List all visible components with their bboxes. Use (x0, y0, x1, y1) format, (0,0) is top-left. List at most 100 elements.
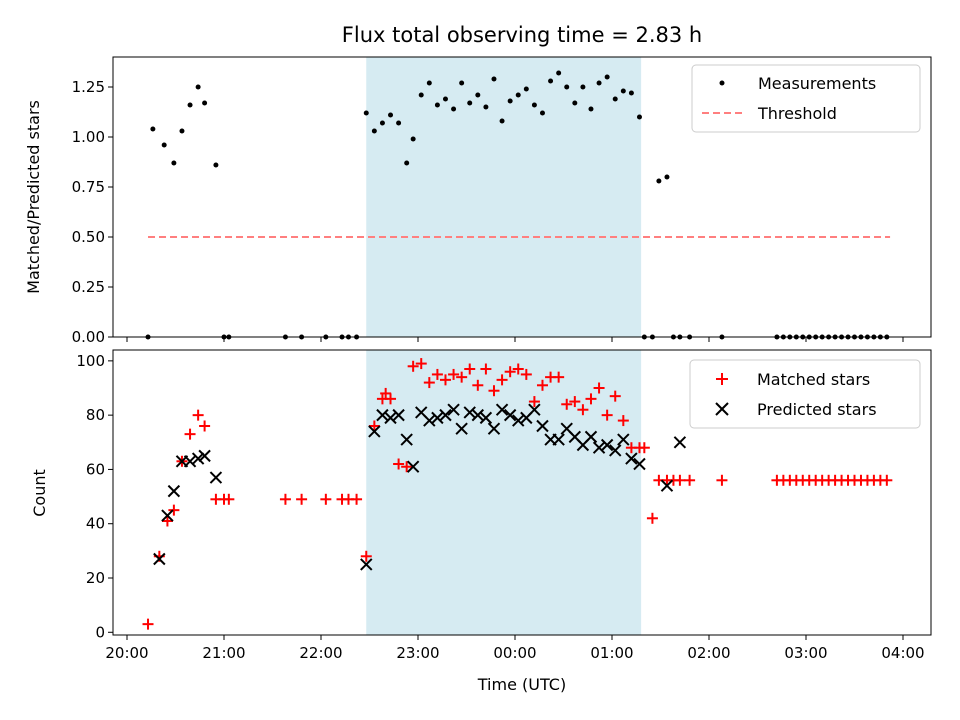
x-tick-label: 21:00 (202, 644, 245, 662)
measurement-point (604, 74, 610, 80)
legend-marker-matched (716, 373, 728, 385)
legend-marker-measurements (719, 80, 725, 86)
matched-point (593, 382, 605, 394)
predicted-point (209, 471, 223, 484)
measurement-point (434, 102, 440, 108)
legend-label-measurements: Measurements (758, 74, 876, 93)
measurement-point (548, 78, 554, 84)
measurement-point (467, 100, 473, 106)
matched-point (439, 374, 451, 386)
predicted-point (161, 509, 174, 522)
predicted-point (198, 449, 211, 463)
predicted-point (487, 422, 501, 435)
y-tick-label: 80 (86, 406, 105, 424)
x-tick-label: 23:00 (396, 644, 439, 662)
matched-point (184, 428, 196, 440)
axes-frame-top (112, 56, 932, 338)
matched-point (142, 618, 154, 630)
measurement-point (410, 136, 416, 142)
predicted-point (660, 479, 674, 492)
predicted-point (406, 460, 420, 473)
x-axis-label: Time (UTC) (477, 675, 566, 694)
predicted-point (536, 419, 549, 433)
matched-point (296, 493, 308, 505)
matched-point (480, 363, 492, 375)
measurement-point (491, 76, 497, 82)
matched-point (161, 515, 173, 527)
predicted-point (512, 414, 525, 427)
shaded-interval-top (366, 57, 642, 337)
measurement-point (363, 110, 369, 116)
y-tick-label: 40 (86, 515, 105, 533)
matched-point (646, 512, 658, 524)
predicted-point (360, 558, 373, 571)
x-tick-label: 01:00 (590, 644, 633, 662)
legend-label-threshold: Threshold (757, 104, 837, 123)
y-tick-label: 20 (86, 569, 105, 587)
x-tick-label: 22:00 (299, 644, 342, 662)
matched-point (684, 474, 696, 486)
predicted-point (376, 408, 389, 422)
predicted-point (609, 444, 622, 457)
predicted-point (625, 452, 638, 465)
measurement-point (556, 70, 562, 76)
matched-point (360, 550, 372, 562)
predicted-point (471, 408, 485, 422)
matched-point (456, 371, 468, 383)
y-tick-label: 0.75 (72, 178, 105, 196)
predicted-point (368, 425, 381, 438)
matched-point (617, 415, 629, 427)
measurement-point (636, 114, 642, 120)
y-axis-bottom: 0 20 40 60 80 100 (76, 352, 113, 641)
predicted-point (503, 408, 517, 422)
legend-marker-predicted (715, 402, 729, 416)
chart-title: Flux total observing time = 2.83 h (342, 23, 702, 47)
measurement-point (539, 110, 545, 116)
predicted-point (584, 430, 598, 444)
legend-bottom: Matched stars Predicted stars (689, 359, 921, 429)
predicted-point (495, 403, 509, 416)
measurement-point (499, 118, 505, 124)
measurement-point (171, 160, 177, 166)
matched-point (199, 420, 211, 432)
matched-point (561, 398, 573, 410)
predicted-point (600, 438, 614, 452)
measurement-point (179, 128, 185, 134)
predicted-point (617, 433, 630, 446)
matched-point (496, 374, 508, 386)
matched-point (192, 409, 204, 421)
predicted-point (633, 457, 646, 471)
measurement-point (161, 142, 167, 148)
measurement-point (213, 162, 219, 168)
matched-point (393, 458, 405, 470)
predicted-point (167, 484, 181, 498)
measurement-point (620, 88, 626, 94)
measurement-point (379, 120, 385, 126)
measurement-point (564, 84, 570, 90)
matched-point (168, 504, 180, 516)
y-tick-label: 0.00 (72, 328, 105, 346)
y-tick-label: 0 (95, 623, 105, 641)
panel-count: 0 20 40 60 80 100 20:00 21:00 22:00 23:00 00:00 01… (30, 349, 932, 694)
matched-point (512, 363, 524, 375)
measurement-point (628, 90, 634, 96)
measurement-point (588, 106, 594, 112)
predicted-point (392, 408, 405, 422)
measurement-point (459, 80, 465, 86)
legend-label-matched: Matched stars (757, 370, 870, 389)
x-tick-label: 00:00 (493, 644, 536, 662)
measurement-point (507, 98, 513, 104)
predicted-point (191, 452, 205, 465)
axes-frame-bottom (112, 349, 932, 636)
measurement-point (475, 92, 481, 98)
matched-point (448, 368, 460, 380)
measurement-point (426, 80, 432, 86)
measurement-point (371, 128, 377, 134)
predicted-point (455, 422, 468, 435)
matched-point (431, 368, 443, 380)
matched-point (520, 368, 532, 380)
measurement-point (150, 126, 156, 132)
predicted-point (431, 411, 444, 425)
measurement-point (388, 112, 394, 118)
x-axis-bottom: 20:00 21:00 22:00 23:00 00:00 01:00 02:00 03:00… (105, 635, 925, 662)
